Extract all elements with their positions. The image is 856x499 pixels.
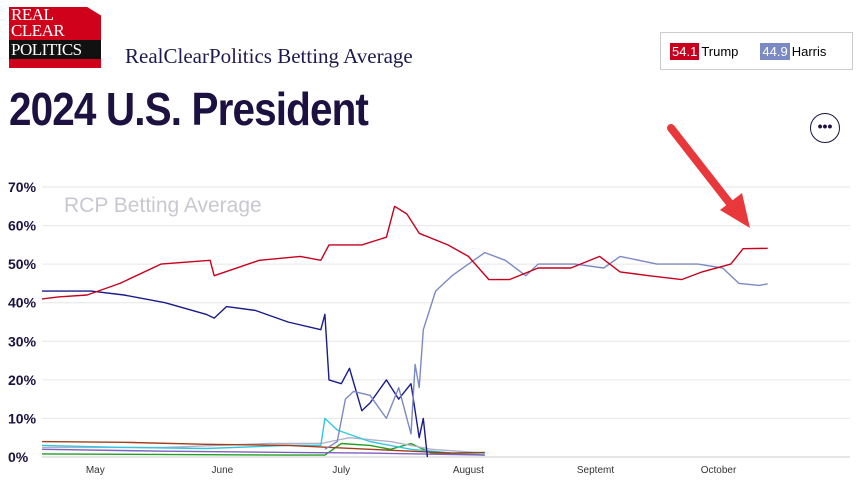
legend-label: Trump <box>701 43 739 59</box>
y-tick-label: 50% <box>8 256 37 272</box>
legend: 54.1 Trump 44.9 Harris <box>660 32 853 70</box>
y-tick-label: 10% <box>8 410 37 426</box>
logo-line: POLITICS <box>9 40 101 59</box>
x-tick-label: June <box>212 465 234 476</box>
trump-value-badge: 54.1 <box>670 42 700 60</box>
y-tick-label: 30% <box>8 333 37 349</box>
series-line <box>41 417 485 454</box>
rcp-logo[interactable]: REAL CLEAR POLITICS <box>9 7 101 68</box>
legend-item-trump: 54.1 Trump <box>670 42 739 60</box>
page-title: 2024 U.S. President <box>9 83 369 135</box>
series-line <box>42 437 485 454</box>
annotation-arrow-shaft <box>667 124 739 214</box>
chart-watermark: RCP Betting Average <box>64 194 262 217</box>
harris-value-badge: 44.9 <box>760 42 790 60</box>
chart-subtitle: RealClearPolitics Betting Average <box>125 44 413 68</box>
logo-line: CLEAR <box>11 21 65 40</box>
legend-label: Harris <box>791 43 827 59</box>
x-tick-label: August <box>453 465 484 476</box>
annotation-arrow-head-icon <box>720 193 750 228</box>
y-tick-label: 20% <box>8 372 37 388</box>
series-line <box>41 440 485 454</box>
series-line <box>41 448 485 456</box>
x-tick-label: July <box>332 465 350 476</box>
x-tick-label: May <box>86 465 105 476</box>
y-tick-label: 0% <box>8 449 29 465</box>
x-tick-label: October <box>701 465 737 476</box>
ellipsis-icon: ••• <box>817 118 833 134</box>
logo-line: REAL <box>11 5 54 24</box>
series-line <box>42 290 429 458</box>
legend-item-harris: 44.9 Harris <box>760 42 827 60</box>
series-line-harris <box>324 251 768 450</box>
y-tick-label: 70% <box>8 179 37 195</box>
more-options-button[interactable]: ••• <box>810 113 840 143</box>
y-tick-label: 60% <box>8 218 37 234</box>
y-tick-label: 40% <box>8 295 37 311</box>
x-tick-label: Septemt <box>577 465 614 476</box>
series-line-trump <box>41 205 768 300</box>
